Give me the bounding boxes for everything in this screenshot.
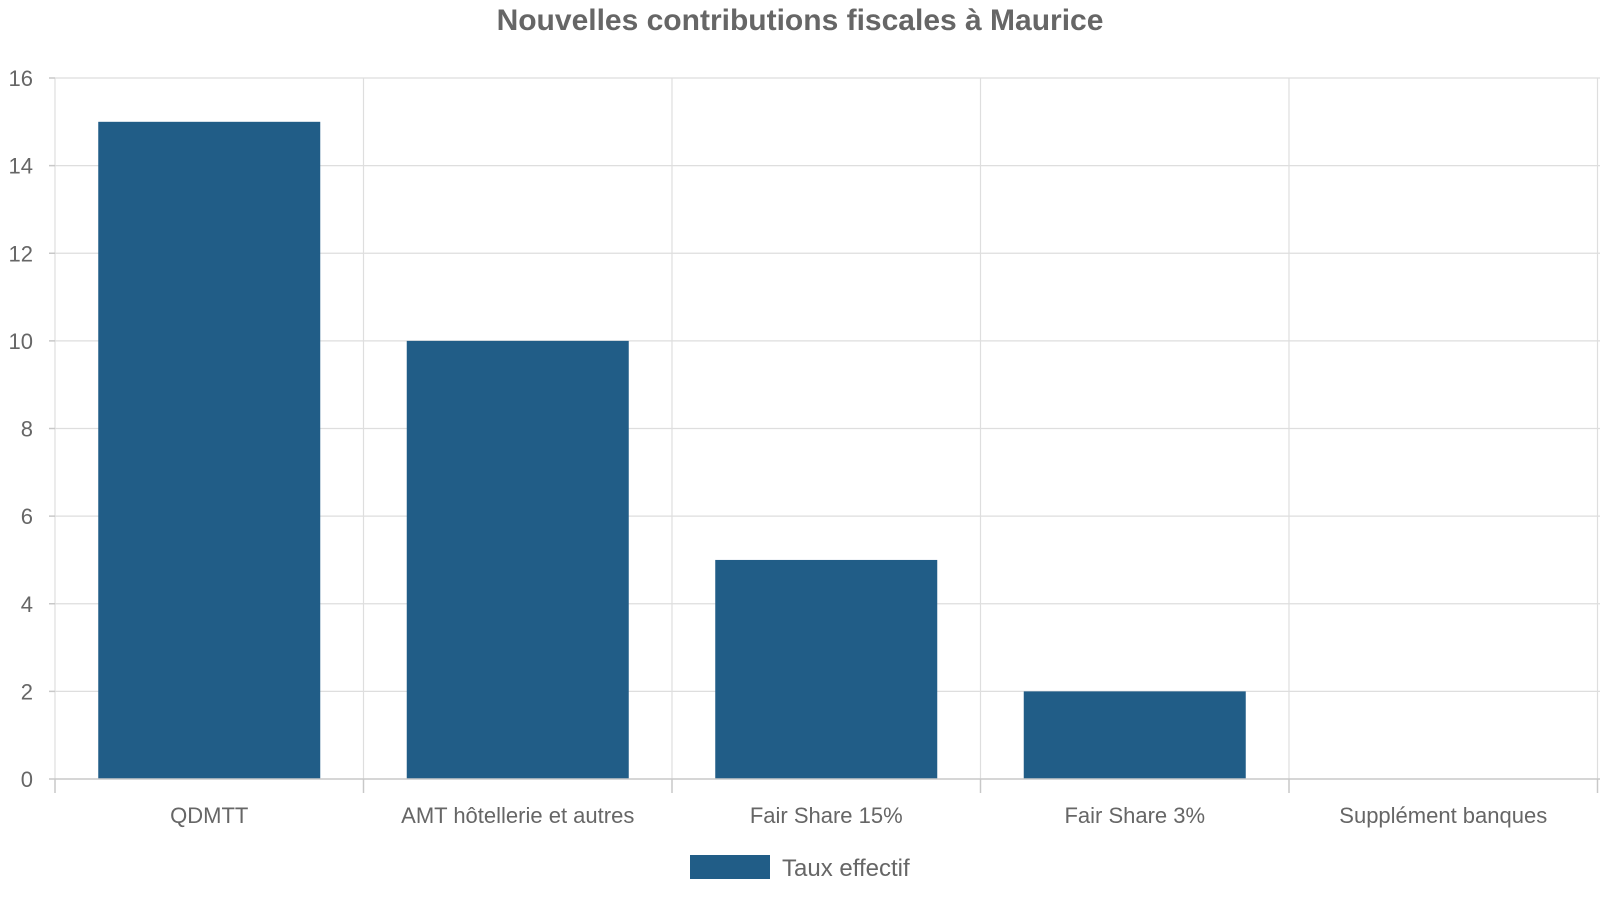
y-tick-label: 16: [9, 66, 33, 91]
bar[interactable]: [406, 340, 629, 779]
y-tick-label: 2: [21, 679, 33, 704]
x-tick-label: Supplément banques: [1339, 803, 1547, 828]
legend[interactable]: Taux effectif: [690, 855, 910, 882]
bar[interactable]: [1023, 691, 1246, 779]
x-tick-label: Fair Share 3%: [1064, 803, 1205, 828]
chart-title: Nouvelles contributions fiscales à Mauri…: [497, 4, 1104, 37]
x-tick-label: Fair Share 15%: [750, 803, 903, 828]
y-axis-ticks: 0 2 4 6 8 10 12 14 16: [9, 66, 55, 792]
bars: [98, 121, 1246, 779]
x-tick-label: QDMTT: [170, 803, 248, 828]
bar[interactable]: [98, 121, 321, 779]
y-tick-label: 6: [21, 504, 33, 529]
legend-label: Taux effectif: [782, 855, 910, 882]
y-tick-label: 4: [21, 592, 33, 617]
y-tick-label: 10: [9, 329, 33, 354]
bar[interactable]: [715, 559, 938, 779]
y-tick-label: 0: [21, 767, 33, 792]
y-tick-label: 14: [9, 154, 33, 179]
x-axis-ticks: QDMTT AMT hôtellerie et autres Fair Share …: [54, 778, 1600, 828]
y-tick-label: 12: [9, 241, 33, 266]
legend-swatch: [690, 855, 770, 879]
x-tick-label: AMT hôtellerie et autres: [401, 803, 634, 828]
y-tick-label: 8: [21, 417, 33, 442]
